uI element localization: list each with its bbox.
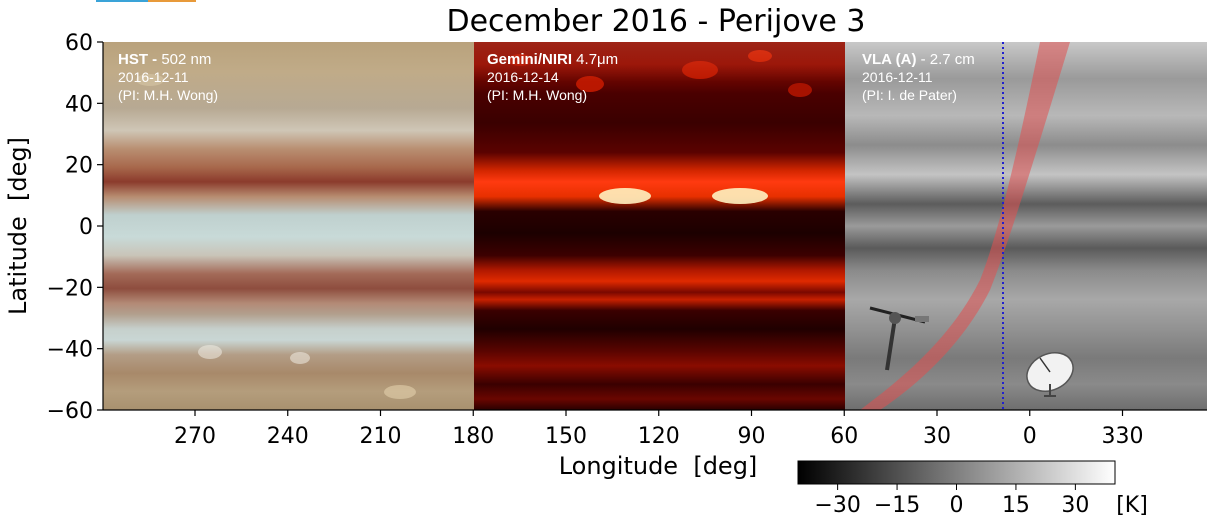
vla-instrument: VLA (A) — [862, 51, 916, 68]
corner-stripe-orange — [148, 0, 196, 2]
vla-pi: (PI: I. de Pater) — [862, 87, 957, 103]
vla-detail: - 2.7 cm — [916, 51, 974, 68]
x-tick-label: 60 — [830, 424, 858, 449]
y-tick-label: 60 — [65, 31, 93, 56]
gemini-panel — [474, 42, 845, 410]
x-tick-label: 150 — [545, 424, 587, 449]
y-tick-label: −20 — [47, 276, 93, 301]
vla-panel — [845, 42, 1207, 410]
y-axis: 60 40 20 0 −20 −40 −60 — [47, 31, 104, 424]
colorbar-tick-label: −30 — [814, 493, 860, 518]
gemini-date: 2016-12-14 — [487, 69, 559, 85]
y-tick-label: −60 — [47, 399, 93, 424]
y-axis-label: Latitude [deg] — [4, 137, 32, 315]
y-tick-label: −40 — [47, 338, 93, 363]
hst-panel — [103, 42, 474, 410]
colorbar-tick-label: 0 — [950, 493, 964, 518]
gemini-pi: (PI: M.H. Wong) — [487, 87, 587, 103]
juno-footprint-track — [860, 42, 1070, 410]
vla-label: VLA (A) - 2.7 cm 2016-12-11 (PI: I. de P… — [862, 51, 975, 103]
gemini-detail: 4.7μm — [572, 51, 618, 68]
gemini-label: Gemini/NIRI 4.7μm 2016-12-14 (PI: M.H. W… — [487, 51, 618, 103]
x-tick-label: 210 — [360, 424, 402, 449]
x-tick-label: 330 — [1102, 424, 1144, 449]
hst-pi: (PI: M.H. Wong) — [118, 87, 218, 103]
gemini-instrument: Gemini/NIRI — [487, 51, 572, 68]
colorbar-tick-label: 30 — [1061, 493, 1089, 518]
hst-ovals — [136, 74, 416, 399]
svg-text:VLA (A) - 2.7 cm: VLA (A) - 2.7 cm — [862, 51, 975, 68]
colorbar-tick-label: 15 — [1002, 493, 1030, 518]
colorbar-ticks: −30 −15 0 15 30 — [814, 484, 1089, 518]
hst-date: 2016-12-11 — [118, 69, 189, 85]
hst-detail: 502 nm — [161, 51, 211, 68]
x-axis-label: Longitude [deg] — [559, 452, 758, 480]
chart-title: December 2016 - Perijove 3 — [446, 4, 865, 39]
y-tick-label: 0 — [79, 215, 93, 240]
x-tick-label: 240 — [267, 424, 309, 449]
x-tick-label: 0 — [1023, 424, 1037, 449]
colorbar-gradient — [797, 460, 1116, 485]
x-axis: 270 240 210 180 150 120 90 60 30 0 330 — [103, 409, 1207, 449]
colorbar: −30 −15 0 15 30 [K] — [797, 460, 1148, 518]
y-tick-label: 40 — [65, 92, 93, 117]
corner-stripe — [96, 0, 148, 2]
svg-text:Gemini/NIRI 4.7μm: Gemini/NIRI 4.7μm — [487, 51, 618, 68]
radio-dish-icon — [1026, 352, 1074, 397]
hst-instrument: HST - — [118, 51, 161, 68]
colorbar-unit: [K] — [1116, 493, 1148, 518]
x-tick-label: 180 — [452, 424, 494, 449]
svg-text:HST - 502 nm: HST - 502 nm — [118, 51, 211, 68]
x-tick-label: 270 — [174, 424, 216, 449]
x-tick-label: 30 — [923, 424, 951, 449]
plot-area: HST - 502 nm 2016-12-11 (PI: M.H. Wong) … — [103, 42, 1207, 410]
x-tick-label: 120 — [638, 424, 680, 449]
colorbar-tick-label: −15 — [874, 493, 920, 518]
vla-date: 2016-12-11 — [862, 69, 933, 85]
hst-label: HST - 502 nm 2016-12-11 (PI: M.H. Wong) — [118, 51, 218, 103]
x-tick-label: 90 — [738, 424, 766, 449]
juno-spacecraft-icon — [869, 306, 929, 371]
y-tick-label: 20 — [65, 154, 93, 179]
gemini-glow — [474, 42, 845, 82]
